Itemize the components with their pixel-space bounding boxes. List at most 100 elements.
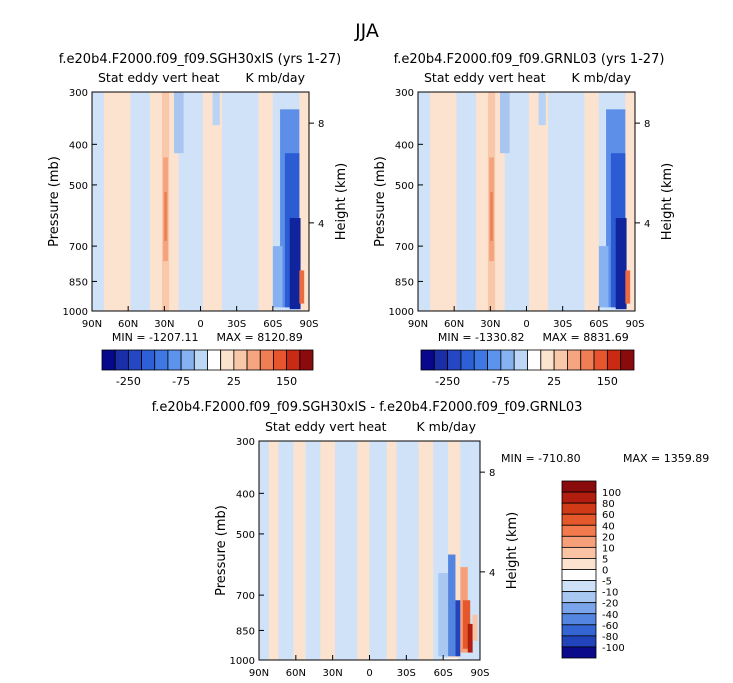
x-tick-label: 30S <box>553 319 572 330</box>
heatmap-cell <box>538 92 546 126</box>
colorbar-swatch <box>561 558 597 570</box>
colorbar-label: 5 <box>602 554 608 565</box>
heatmap-band <box>299 92 309 311</box>
panel-title: f.e20b4.F2000.f09_f09.SGH30xlS (yrs 1-27… <box>59 52 341 67</box>
x-tick-label: 60N <box>118 319 138 330</box>
panel-subtitle-right: K mb/day <box>417 419 477 434</box>
colorbar-swatch <box>487 349 502 371</box>
colorbar-label: -250 <box>435 375 460 388</box>
panel-subtitle-right: K mb/day <box>246 70 306 85</box>
heatmap-cell <box>625 270 631 304</box>
colorbar: -250 -75 25 150 <box>420 349 635 388</box>
heatmap-band <box>528 92 549 311</box>
colorbar-swatch <box>540 349 555 371</box>
heatmap-band <box>548 92 585 311</box>
colorbar-label: 150 <box>276 375 297 388</box>
x-tick-label: 90N <box>82 319 102 330</box>
colorbar-swatch <box>553 349 568 371</box>
colorbar-swatch <box>593 349 608 371</box>
colorbar-label: 25 <box>547 375 561 388</box>
colorbar-swatch <box>273 349 288 371</box>
panel-subtitle-left: Stat eddy vert heat <box>424 70 546 85</box>
colorbar-label: 0 <box>602 566 608 577</box>
colorbar-swatch <box>141 349 156 371</box>
y-tick-label: 850 <box>69 277 88 288</box>
x-tick-label: 90S <box>470 668 489 679</box>
x-tick-label: 60N <box>286 668 306 679</box>
heatmap-band <box>259 441 269 660</box>
colorbar-swatch <box>561 502 597 515</box>
y2-tick-label: 8 <box>644 119 650 130</box>
y2-tick-label: 8 <box>318 119 324 130</box>
x-tick-label: 0 <box>366 668 372 679</box>
colorbar-swatch <box>286 349 301 371</box>
colorbar-swatch <box>154 349 169 371</box>
colorbar: -250 -75 25 150 <box>101 349 314 388</box>
colorbar-swatch <box>561 580 597 593</box>
colorbar-label: 25 <box>227 375 241 388</box>
heatmap-band <box>222 92 259 311</box>
heatmap-band <box>272 92 283 311</box>
colorbar-swatch <box>561 491 597 504</box>
x-tick-label: 30N <box>323 668 343 679</box>
min-label: MIN = -1330.82 <box>438 331 525 344</box>
y2-axis-label: Height (km) <box>334 163 349 240</box>
heatmap-cell <box>615 218 627 310</box>
colorbar-label: 100 <box>602 488 621 499</box>
colorbar-swatch <box>460 349 475 371</box>
heatmap-cell <box>299 270 305 304</box>
colorbar-swatch <box>127 349 142 371</box>
colorbar-swatch <box>561 535 597 548</box>
colorbar-swatch <box>567 349 582 371</box>
heatmap-band <box>625 92 635 311</box>
heatmap-band <box>418 92 431 311</box>
x-tick-label: 60S <box>434 668 453 679</box>
colorbar-label: -100 <box>602 643 625 654</box>
heatmap-cell <box>164 192 167 241</box>
heatmap-cell <box>438 573 449 657</box>
panel-subtitle-right: K mb/day <box>572 70 632 85</box>
heatmap-band <box>418 441 434 660</box>
y-tick-label: 500 <box>69 181 88 192</box>
heatmap-cell <box>598 246 609 308</box>
heatmap-band <box>598 92 609 311</box>
heatmap-band <box>335 441 358 660</box>
x-tick-label: 60S <box>589 319 608 330</box>
heatmap-field <box>418 92 635 311</box>
y-tick-label: 300 <box>69 88 88 99</box>
max-label: MAX = 8831.69 <box>543 331 629 344</box>
x-tick-label: 90S <box>299 319 318 330</box>
colorbar-swatch <box>561 624 597 637</box>
colorbar-label: 80 <box>602 499 615 510</box>
colorbar-label: -5 <box>602 577 612 588</box>
x-tick-label: 90N <box>408 319 428 330</box>
y-axis-label: Pressure (mb) <box>47 156 62 247</box>
colorbar-swatch <box>606 349 622 371</box>
colorbar-swatch <box>561 635 597 648</box>
colorbar-label: 40 <box>602 521 615 532</box>
max-label: MAX = 8120.89 <box>217 331 303 344</box>
colorbar-swatch <box>207 349 222 371</box>
heatmap-field <box>259 441 480 660</box>
heatmap-band <box>202 92 223 311</box>
heatmap-cell <box>467 623 473 653</box>
y-tick-label: 500 <box>236 530 255 541</box>
colorbar-swatch <box>299 349 314 371</box>
heatmap-cell <box>448 554 456 657</box>
colorbar-swatch <box>620 349 635 371</box>
colorbar-label: -60 <box>602 621 618 632</box>
figure-title: JJA <box>354 20 379 42</box>
colorbar-swatch <box>561 513 597 526</box>
colorbar-swatch <box>101 349 116 371</box>
y-tick-label: 400 <box>69 140 88 151</box>
colorbar-swatch <box>580 349 595 371</box>
chart-panel-1: f.e20b4.F2000.f09_f09.SGH30xlS (yrs 1-27… <box>47 52 349 388</box>
y-tick-label: 700 <box>236 591 255 602</box>
colorbar-label: -10 <box>602 588 618 599</box>
heatmap-cell <box>272 246 283 308</box>
colorbar-swatch <box>500 349 515 371</box>
y-tick-label: 400 <box>395 140 414 151</box>
heatmap-band <box>293 441 306 660</box>
heatmap-band <box>320 441 336 660</box>
heatmap-band <box>278 441 294 660</box>
